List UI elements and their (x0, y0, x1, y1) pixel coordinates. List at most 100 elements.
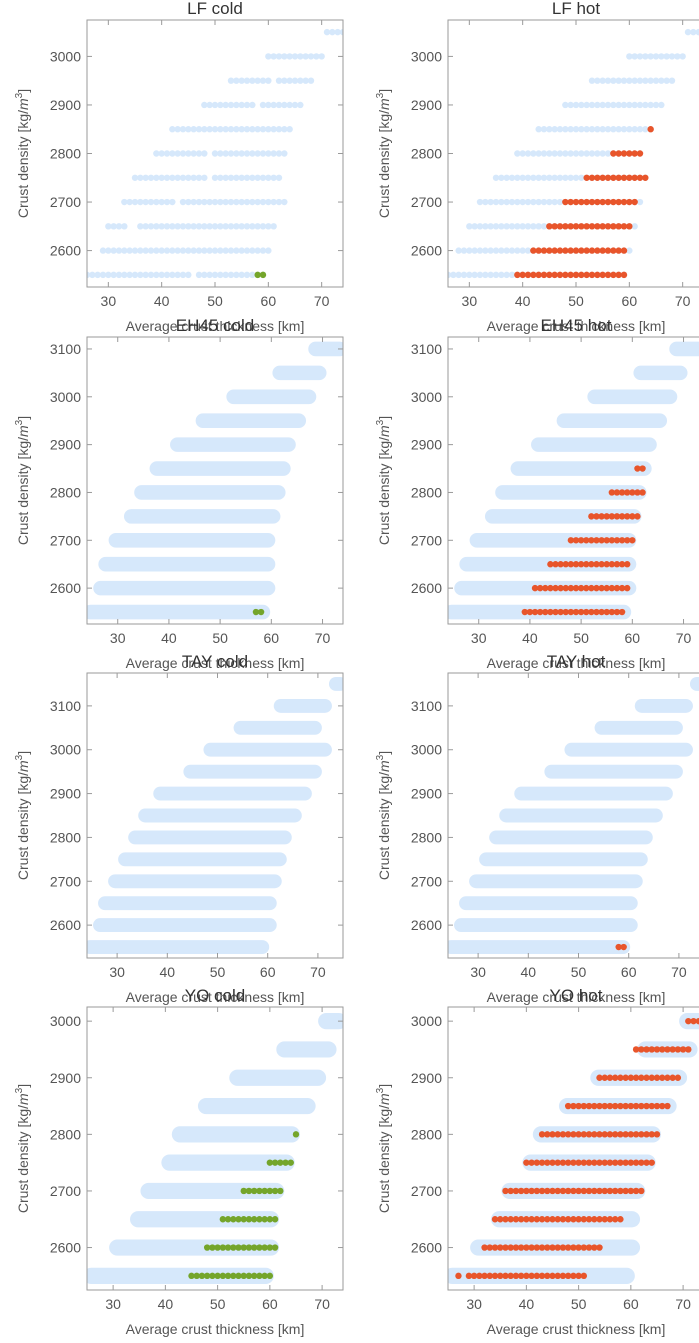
orange-point (643, 1074, 650, 1081)
feasible-band (93, 580, 276, 596)
feasible-point (243, 271, 251, 279)
feasible-point (233, 174, 240, 181)
x-tick-label: 30 (462, 293, 478, 309)
orange-point (674, 1074, 682, 1081)
orange-point (556, 271, 564, 279)
orange-point (546, 223, 553, 230)
feasible-point (190, 247, 197, 254)
feasible-band (669, 341, 699, 357)
feasible-point (636, 126, 644, 133)
orange-point (594, 223, 601, 230)
orange-point (622, 1131, 629, 1138)
feasible-band (118, 852, 287, 867)
feasible-point (211, 271, 219, 279)
orange-point (608, 489, 616, 496)
feasible-point (238, 150, 245, 157)
y-tick-label: 3100 (411, 698, 442, 714)
feasible-point (270, 198, 277, 206)
orange-point (538, 1216, 546, 1223)
orange-point (562, 271, 569, 279)
green-point (256, 1244, 263, 1251)
y-tick-label: 2700 (50, 194, 81, 210)
orange-point (491, 1216, 499, 1223)
feasible-point (185, 271, 192, 279)
feasible-point (142, 271, 149, 279)
y-tick-label: 2900 (411, 97, 442, 113)
feasible-point (291, 77, 299, 84)
y-tick-label: 2800 (50, 829, 81, 845)
orange-point (562, 561, 569, 568)
feasible-point (631, 53, 638, 60)
orange-point (585, 1187, 593, 1195)
orange-point (544, 1187, 551, 1195)
feasible-point (297, 101, 304, 109)
feasible-point (567, 174, 574, 181)
feasible-point (572, 126, 580, 133)
feasible-band (459, 896, 638, 911)
orange-point (562, 247, 569, 254)
orange-point (570, 1187, 577, 1195)
orange-point (564, 1159, 572, 1166)
feasible-point (588, 150, 596, 157)
green-point (250, 1216, 258, 1223)
feasible-point (249, 247, 256, 254)
y-tick-label: 3000 (411, 389, 442, 405)
green-point (230, 1272, 237, 1280)
y-tick-label: 2800 (50, 1126, 81, 1142)
feasible-point (94, 271, 101, 279)
y-tick-label: 2600 (411, 580, 442, 596)
feasible-point (238, 198, 245, 206)
orange-point (554, 1216, 561, 1223)
orange-point (613, 537, 621, 544)
orange-point (626, 198, 633, 206)
green-point (230, 1216, 237, 1223)
feasible-point (190, 223, 197, 230)
orange-point (636, 174, 644, 181)
y-axis-label: Crust density [kg/m3] (375, 89, 392, 218)
feasible-point (174, 174, 181, 181)
green-point (219, 1216, 227, 1223)
orange-point (549, 1216, 556, 1223)
orange-point (523, 1187, 530, 1195)
feasible-point (115, 247, 123, 254)
feasible-point (286, 126, 293, 133)
orange-point (643, 1159, 650, 1166)
orange-point (631, 174, 638, 181)
y-tick-label: 2900 (411, 1070, 442, 1086)
green-point (256, 1216, 263, 1223)
feasible-point (174, 126, 181, 133)
orange-point (617, 1102, 624, 1110)
orange-point (572, 561, 580, 568)
orange-point (533, 1159, 541, 1166)
orange-point (544, 1244, 551, 1251)
orange-point (544, 1216, 551, 1223)
orange-point (580, 1272, 588, 1280)
feasible-point (195, 247, 203, 254)
feasible-point (658, 77, 665, 84)
feasible-point (206, 198, 213, 206)
y-tick-label: 2700 (411, 1183, 442, 1199)
orange-point (603, 513, 610, 520)
feasible-point (647, 53, 654, 60)
x-tick-label: 60 (625, 630, 641, 646)
chart-panel-5: TAY cold 30 40 50 60 70 2600 2700 2800 2900 3000 31… (14, 652, 344, 1005)
x-axis-label: Average crust thickness [km] (487, 989, 666, 1005)
green-point (214, 1272, 221, 1280)
feasible-band (489, 830, 653, 845)
orange-point (591, 1187, 598, 1195)
orange-point (531, 608, 539, 616)
feasible-point (195, 198, 203, 206)
orange-point (599, 247, 606, 254)
x-tick-label: 40 (154, 293, 170, 309)
orange-point (606, 1187, 614, 1195)
orange-point (507, 1187, 514, 1195)
orange-point (578, 223, 585, 230)
x-tick-label: 50 (210, 964, 226, 980)
green-point (250, 1244, 258, 1251)
feasible-point (695, 28, 699, 36)
feasible-point (126, 247, 133, 254)
feasible-point (492, 247, 500, 254)
x-tick-label: 60 (260, 964, 276, 980)
feasible-point (578, 101, 585, 109)
feasible-point (222, 271, 229, 279)
